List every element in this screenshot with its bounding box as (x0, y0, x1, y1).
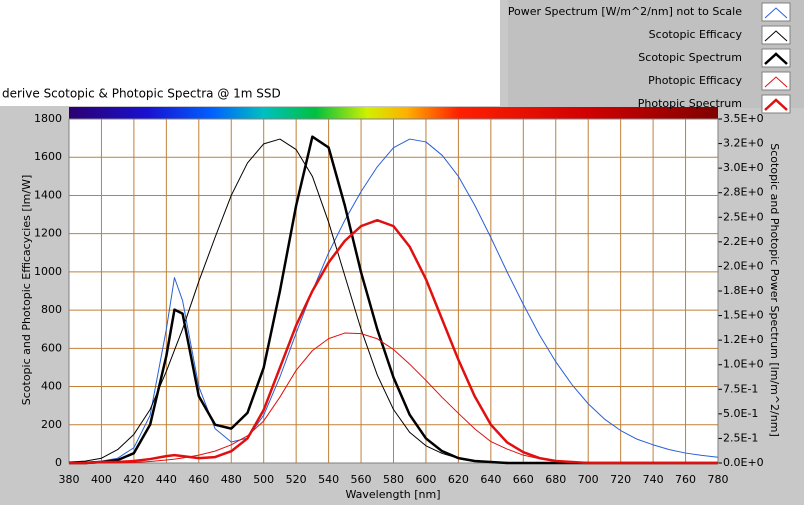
y2-tick-label: 2.8E+0 (723, 186, 764, 199)
y-tick-label: 1000 (34, 265, 62, 278)
y2-tick-label: 2.0E+0 (723, 259, 764, 272)
x-tick-label: 780 (708, 473, 729, 486)
y2-tick-label: 3.2E+0 (723, 137, 764, 150)
x-tick-label: 480 (221, 473, 242, 486)
x-tick-label: 380 (59, 473, 80, 486)
y2-tick-label: 7.5E-1 (723, 382, 758, 395)
series-line (69, 218, 718, 465)
title-panel (0, 0, 500, 106)
y2-tick-label: 1.5E+0 (723, 309, 764, 322)
y-tick-label: 200 (41, 418, 62, 431)
x-tick-label: 420 (123, 473, 144, 486)
y-tick-label: 600 (41, 341, 62, 354)
legend-line (764, 7, 788, 19)
y-tick-label: 400 (41, 380, 62, 393)
legend-line (764, 98, 788, 111)
x-tick-label: 500 (253, 473, 274, 486)
y2-tick-label: 2.5E+0 (723, 210, 764, 223)
y-tick-label: 1400 (34, 188, 62, 201)
x-tick-label: 600 (415, 473, 436, 486)
x-tick-label: 740 (643, 473, 664, 486)
y2-tick-label: 3.0E+0 (723, 161, 764, 174)
legend-swatch (761, 25, 791, 45)
y2-tick-label: 2.5E-1 (723, 431, 758, 444)
plot-frame (68, 118, 719, 464)
x-axis-label: Wavelength [nm] (345, 488, 440, 501)
series-line (69, 138, 719, 463)
x-tick-label: 460 (188, 473, 209, 486)
x-tick-label: 560 (351, 473, 372, 486)
legend-swatch (761, 48, 791, 68)
y2-tick-label: 2.2E+0 (723, 235, 764, 248)
x-tick-label: 440 (156, 473, 177, 486)
y-axis-label: Scotopic and Photopic Efficacycies [lm/W… (20, 175, 33, 406)
legend-panel (508, 0, 804, 108)
x-tick-label: 720 (610, 473, 631, 486)
legend-swatch (761, 2, 791, 22)
spectrum-bar (69, 107, 718, 119)
legend-label: Scotopic Spectrum (638, 51, 742, 64)
x-tick-label: 520 (286, 473, 307, 486)
y2-tick-label: 1.8E+0 (723, 284, 764, 297)
y-tick-label: 1600 (34, 150, 62, 163)
y2-tick-label: 5.0E-1 (723, 407, 758, 420)
y2-tick-label: 3.5E+0 (723, 112, 764, 125)
x-tick-label: 680 (545, 473, 566, 486)
y-tick-label: 1200 (34, 227, 62, 240)
y2-tick-label: 1.2E+0 (723, 333, 764, 346)
legend-label: Photopic Efficacy (648, 74, 742, 87)
x-tick-label: 620 (448, 473, 469, 486)
x-tick-label: 400 (91, 473, 112, 486)
legend-label: Photopic Spectrum (638, 97, 742, 110)
x-tick-label: 760 (675, 473, 696, 486)
legend-label: Scotopic Efficacy (649, 28, 743, 41)
y2-tick-label: 1.0E+0 (723, 358, 764, 371)
y-tick-label: 1800 (34, 112, 62, 125)
chart-title: derive Scotopic & Photopic Spectra @ 1m … (2, 87, 281, 101)
legend-swatch (761, 94, 791, 114)
x-tick-label: 700 (578, 473, 599, 486)
x-tick-label: 640 (480, 473, 501, 486)
legend-label: Power Spectrum [W/m^2/nm] not to Scale (508, 5, 742, 18)
x-tick-label: 660 (513, 473, 534, 486)
legend-line (764, 76, 788, 88)
y-tick-label: 800 (41, 303, 62, 316)
y-tick-label: 0 (55, 456, 62, 469)
legend-swatch (761, 71, 791, 91)
x-tick-label: 540 (318, 473, 339, 486)
x-tick-label: 580 (383, 473, 404, 486)
y2-axis-label: Scotopic and Photopic Power Spectrum [lm… (768, 143, 781, 436)
legend-line (764, 30, 788, 42)
legend-line (764, 52, 788, 65)
y2-tick-label: 0.0E+0 (723, 456, 764, 469)
